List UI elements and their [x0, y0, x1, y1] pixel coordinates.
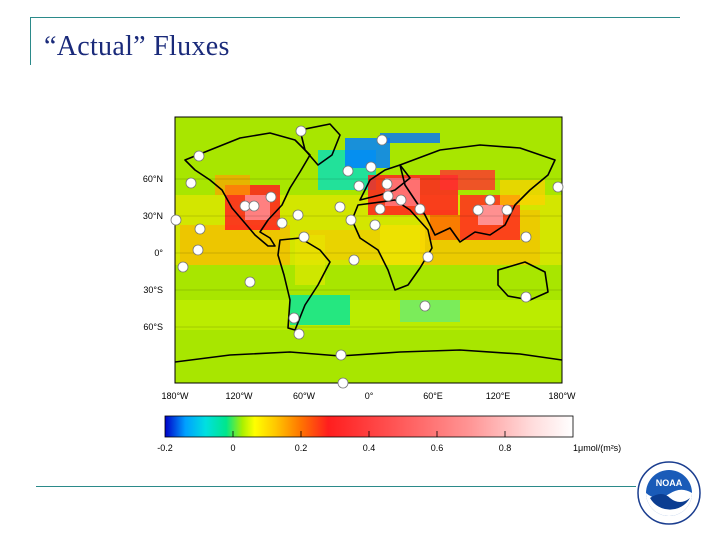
lon-tick-label: 180°W	[161, 391, 189, 401]
left-rule	[30, 17, 31, 65]
station-marker	[177, 261, 189, 273]
station-marker	[194, 223, 206, 235]
lon-tick-label: 120°W	[225, 391, 253, 401]
colorbar-tick-label: 0.8	[499, 443, 512, 453]
station-marker	[170, 214, 182, 226]
lat-tick-label: 30°N	[143, 211, 163, 221]
colorbar-tick-label: 0.2	[295, 443, 308, 453]
station-marker	[244, 276, 256, 288]
station-marker	[345, 214, 357, 226]
station-marker	[293, 328, 305, 340]
station-marker	[298, 231, 310, 243]
station-marker	[520, 231, 532, 243]
graticule	[175, 178, 562, 328]
station-markers	[170, 125, 564, 389]
station-marker	[369, 219, 381, 231]
station-marker	[276, 217, 288, 229]
station-marker	[265, 191, 277, 203]
lon-tick-label: 180°W	[548, 391, 576, 401]
station-marker	[374, 203, 386, 215]
lon-tick-label: 60°W	[293, 391, 316, 401]
station-marker	[185, 177, 197, 189]
station-marker	[239, 200, 251, 212]
station-marker	[353, 180, 365, 192]
station-marker	[365, 161, 377, 173]
station-marker	[381, 178, 393, 190]
lon-tick-label: 60°E	[423, 391, 443, 401]
colorbar-unit-label: 1μmol/(m²s)	[573, 443, 621, 453]
station-marker	[342, 165, 354, 177]
station-marker	[552, 181, 564, 193]
station-marker	[395, 194, 407, 206]
station-marker	[520, 291, 532, 303]
station-marker	[337, 377, 349, 389]
lat-tick-label: 60°N	[143, 174, 163, 184]
station-marker	[376, 134, 388, 146]
station-marker	[335, 349, 347, 361]
colorbar-tick-label: 0.6	[431, 443, 444, 453]
station-marker	[295, 125, 307, 137]
flux-map	[175, 117, 562, 383]
map-frame	[174, 116, 563, 384]
lat-tick-label: 0°	[154, 248, 163, 258]
slide-title: “Actual” Fluxes	[44, 31, 230, 62]
station-marker	[348, 254, 360, 266]
station-marker	[472, 204, 484, 216]
station-marker	[422, 251, 434, 263]
station-marker	[248, 200, 260, 212]
station-marker	[419, 300, 431, 312]
colorbar: -0.2 0 0.2 0.4 0.6 0.8 1μmol/(m²s)	[157, 415, 621, 453]
station-marker	[414, 203, 426, 215]
station-marker	[192, 244, 204, 256]
lon-tick-label: 120°E	[486, 391, 511, 401]
station-marker	[193, 150, 205, 162]
lat-tick-label: 60°S	[143, 322, 163, 332]
lat-tick-label: 30°S	[143, 285, 163, 295]
noaa-logo: NOAA	[637, 461, 701, 525]
lon-tick-label: 0°	[365, 391, 374, 401]
station-marker	[382, 190, 394, 202]
top-rule	[30, 17, 680, 18]
bottom-rule	[36, 486, 636, 487]
colorbar-tick-label: 0	[230, 443, 235, 453]
colorbar-tick-label: -0.2	[157, 443, 173, 453]
station-marker	[484, 194, 496, 206]
station-marker	[292, 209, 304, 221]
station-marker	[334, 201, 346, 213]
station-marker	[501, 204, 513, 216]
station-marker	[288, 312, 300, 324]
noaa-logo-text: NOAA	[656, 478, 683, 488]
colorbar-tick-label: 0.4	[363, 443, 376, 453]
